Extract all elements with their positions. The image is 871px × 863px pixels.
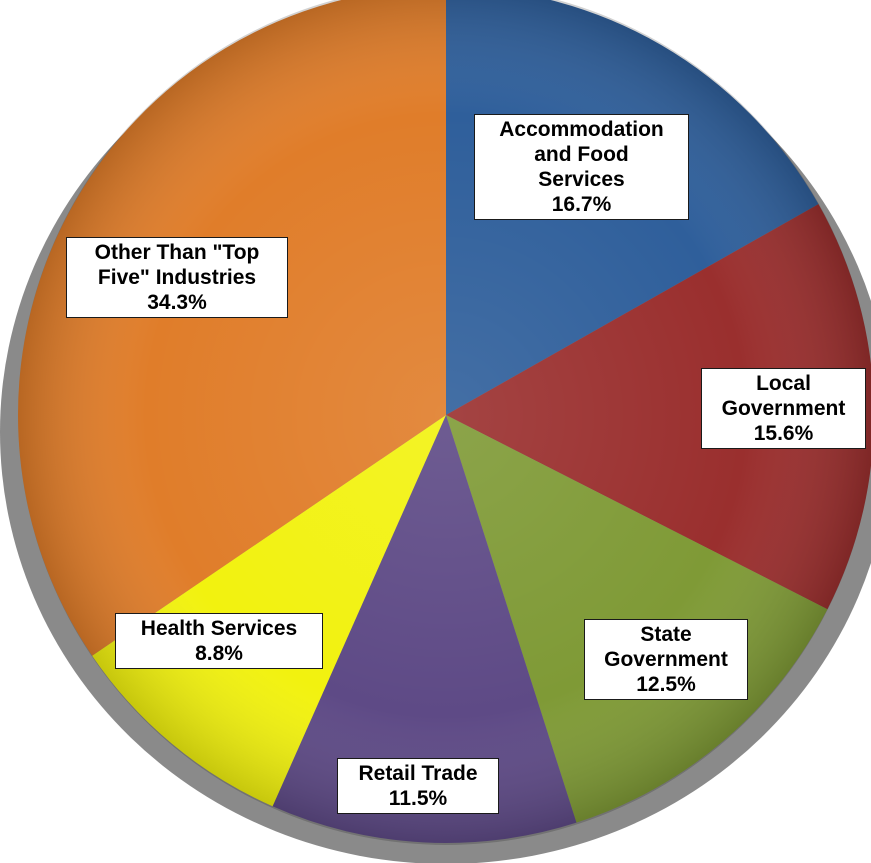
slice-label-state-government: State Government 12.5%	[584, 619, 748, 700]
slice-label-percent: 8.8%	[195, 642, 243, 665]
slice-label-percent: 34.3%	[147, 291, 207, 314]
slice-label-other-industries: Other Than "Top Five" Industries 34.3%	[66, 237, 288, 318]
slice-label-retail-trade: Retail Trade 11.5%	[337, 758, 499, 814]
slice-label-percent: 16.7%	[551, 193, 612, 216]
slice-label-name: Local Government	[721, 372, 846, 420]
slice-label-percent: 12.5%	[636, 673, 696, 696]
slice-label-percent: 15.6%	[753, 422, 814, 445]
slice-label-name: Accommodation and Food Services	[499, 118, 664, 191]
slice-label-health-services: Health Services 8.8%	[115, 613, 323, 669]
slice-label-name: Health Services	[140, 617, 298, 640]
slice-label-name: Retail Trade	[358, 762, 478, 785]
slice-label-name: State Government	[604, 623, 728, 671]
slice-label-percent: 11.5%	[388, 787, 448, 810]
slice-label-local-government: Local Government 15.6%	[701, 368, 866, 449]
slice-label-name: Other Than "Top Five" Industries	[94, 241, 260, 289]
slice-label-accommodation-food-services: Accommodation and Food Services 16.7%	[474, 114, 689, 220]
